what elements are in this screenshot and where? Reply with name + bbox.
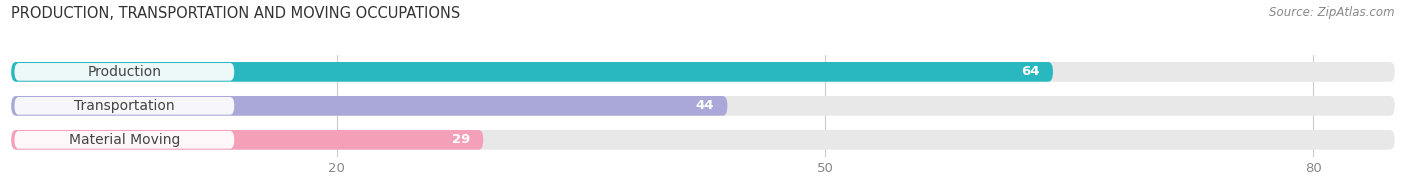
Text: Material Moving: Material Moving <box>69 133 180 147</box>
FancyBboxPatch shape <box>11 96 727 116</box>
Text: Production: Production <box>87 65 162 79</box>
Text: PRODUCTION, TRANSPORTATION AND MOVING OCCUPATIONS: PRODUCTION, TRANSPORTATION AND MOVING OC… <box>11 6 461 21</box>
Text: Transportation: Transportation <box>75 99 174 113</box>
FancyBboxPatch shape <box>14 97 235 115</box>
Text: 29: 29 <box>451 133 470 146</box>
FancyBboxPatch shape <box>11 130 1395 150</box>
Text: 64: 64 <box>1021 65 1040 78</box>
FancyBboxPatch shape <box>14 63 235 81</box>
FancyBboxPatch shape <box>14 131 235 149</box>
FancyBboxPatch shape <box>11 96 1395 116</box>
FancyBboxPatch shape <box>11 62 1395 82</box>
FancyBboxPatch shape <box>11 130 484 150</box>
Text: Source: ZipAtlas.com: Source: ZipAtlas.com <box>1270 6 1395 19</box>
Text: 44: 44 <box>696 99 714 112</box>
FancyBboxPatch shape <box>11 62 1053 82</box>
